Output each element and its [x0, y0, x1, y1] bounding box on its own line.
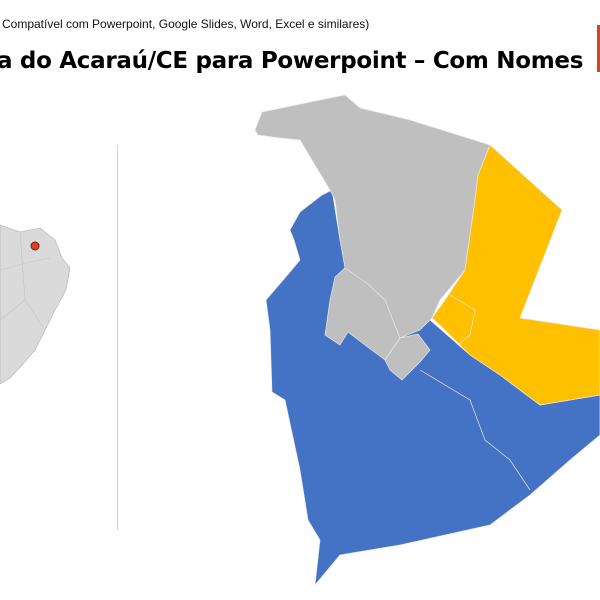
slide-subtitle: Compatível com Powerpoint, Google Slides…: [2, 17, 370, 31]
yellow-internal-border: [449, 294, 476, 346]
region-gray-north: [254, 94, 491, 339]
divider: [117, 145, 118, 530]
region-yellow: [431, 144, 600, 406]
slide-title: a do Acaraú/CE para Powerpoint – Com Nom…: [0, 48, 584, 74]
region-gray-south: [384, 333, 431, 381]
brazil-locator-map: [0, 224, 71, 385]
location-marker: [30, 241, 40, 251]
blue-internal-border: [419, 369, 531, 491]
brazil-shape: [0, 224, 71, 385]
brazil-region-lines: [0, 231, 51, 331]
accent-bar: [597, 25, 600, 72]
region-gray-west: [324, 267, 401, 361]
municipality-map: [254, 94, 600, 587]
